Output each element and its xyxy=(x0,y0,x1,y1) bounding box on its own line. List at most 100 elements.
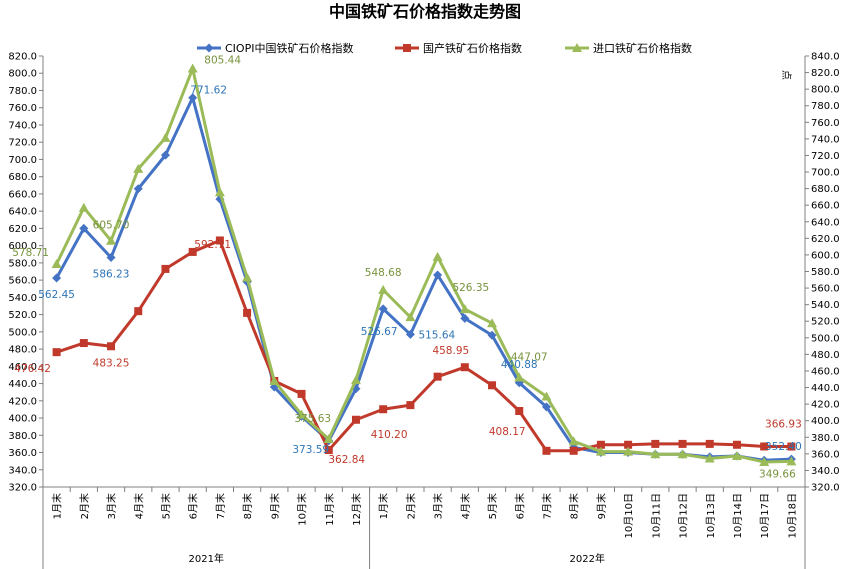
data-label: 592.71 xyxy=(194,239,231,251)
square-marker xyxy=(188,247,197,256)
series-line xyxy=(56,238,792,453)
category-label: 2月末 xyxy=(404,493,417,519)
square-marker xyxy=(624,440,633,449)
data-label: 410.20 xyxy=(371,429,408,441)
data-label: 526.35 xyxy=(452,282,489,294)
triangle-marker xyxy=(514,372,525,382)
category-label: 3月末 xyxy=(105,493,118,519)
right-tick-label: 720.0 xyxy=(811,151,840,162)
right-tick-label: 520.0 xyxy=(811,317,840,328)
diamond-marker xyxy=(79,223,89,233)
left-tick-label: 580.0 xyxy=(8,258,37,269)
legend-label: CIOPI中国铁矿石价格指数 xyxy=(225,41,353,55)
right-tick-label: 480.0 xyxy=(811,350,840,361)
right-tick-label: 840.0 xyxy=(811,52,840,63)
group-label: 2021年 xyxy=(189,552,224,565)
category-label: 1月末 xyxy=(377,493,390,519)
data-label: 562.45 xyxy=(38,289,75,301)
square-marker xyxy=(569,446,578,455)
triangle-marker xyxy=(160,132,171,142)
square-marker xyxy=(324,446,333,455)
right-tick-label: 620.0 xyxy=(811,234,840,245)
right-tick-label: 580.0 xyxy=(811,267,840,278)
square-marker xyxy=(79,339,88,348)
plot-area xyxy=(51,63,797,467)
right-tick-label: 820.0 xyxy=(811,68,840,79)
right-tick-label: 780.0 xyxy=(811,101,840,112)
left-tick-label: 540.0 xyxy=(8,293,37,304)
triangle-marker xyxy=(405,312,416,322)
right-tick-label: 600.0 xyxy=(811,250,840,261)
triangle-marker xyxy=(704,453,715,463)
right-tick-label: 740.0 xyxy=(811,134,840,145)
square-marker xyxy=(215,236,224,245)
legend-label: 国产铁矿石价格指数 xyxy=(423,41,522,55)
diamond-marker xyxy=(541,402,551,412)
square-marker xyxy=(460,363,469,372)
square-marker xyxy=(351,415,360,424)
square-marker xyxy=(403,44,411,52)
left-tick-label: 760.0 xyxy=(8,103,37,114)
right-tick-label: 360.0 xyxy=(811,449,840,460)
square-marker xyxy=(107,342,116,351)
diamond-marker xyxy=(204,43,214,53)
right-tick-label: 500.0 xyxy=(811,333,840,344)
left-tick-label: 480.0 xyxy=(8,345,37,356)
data-label: 476.42 xyxy=(14,363,51,375)
triangle-marker xyxy=(78,202,89,212)
triangle-marker xyxy=(378,284,389,294)
square-marker xyxy=(406,401,415,410)
left-tick-label: 440.0 xyxy=(8,379,37,390)
data-label: 366.93 xyxy=(765,419,802,431)
right-tick-label: 680.0 xyxy=(811,184,840,195)
triangle-marker xyxy=(296,409,307,419)
triangle-marker xyxy=(595,446,606,456)
category-label: 5月末 xyxy=(159,493,172,519)
diamond-marker xyxy=(487,330,497,340)
left-tick-label: 340.0 xyxy=(8,465,37,476)
diamond-marker xyxy=(405,329,415,339)
diamond-marker xyxy=(52,273,62,283)
diamond-marker xyxy=(378,304,388,314)
left-tick-label: 720.0 xyxy=(8,138,37,149)
category-label: 10月10日 xyxy=(623,493,635,538)
right-tick-label: 380.0 xyxy=(811,433,840,444)
square-marker xyxy=(297,389,306,398)
right-tick-label: 760.0 xyxy=(811,118,840,129)
chart-title: 中国铁矿石价格指数走势图 xyxy=(329,2,521,21)
category-label: 12月末 xyxy=(350,493,363,526)
left-tick-label: 320.0 xyxy=(8,483,37,494)
triangle-marker xyxy=(650,449,661,459)
right-tick-label: 660.0 xyxy=(811,201,840,212)
right-tick-label: 420.0 xyxy=(811,400,840,411)
category-label: 4月末 xyxy=(459,493,472,519)
square-marker xyxy=(52,348,61,357)
data-label: 440.88 xyxy=(501,359,538,371)
triangle-marker xyxy=(487,318,498,328)
triangle-marker xyxy=(350,375,361,385)
left-tick-label: 420.0 xyxy=(8,396,37,407)
category-label: 6月末 xyxy=(513,493,526,519)
legend-label: 进口铁矿石价格指数 xyxy=(593,41,692,55)
category-label: 9月末 xyxy=(268,493,281,519)
square-marker xyxy=(243,308,252,317)
right-tick-label: 540.0 xyxy=(811,300,840,311)
triangle-marker xyxy=(541,391,552,401)
left-tick-label: 460.0 xyxy=(8,362,37,373)
square-marker xyxy=(161,264,170,273)
diamond-marker xyxy=(460,313,470,323)
category-label: 10月11日 xyxy=(650,493,662,538)
right-tick-label: 320.0 xyxy=(811,483,840,494)
square-marker xyxy=(596,440,605,449)
right-tick-label: 640.0 xyxy=(811,217,840,228)
data-label: 515.64 xyxy=(418,329,455,341)
data-label: 586.23 xyxy=(93,269,130,281)
category-label: 7月末 xyxy=(540,493,553,519)
triangle-marker xyxy=(432,251,443,261)
category-label: 10月14日 xyxy=(732,493,744,538)
left-tick-label: 640.0 xyxy=(8,207,37,218)
triangle-marker xyxy=(51,258,62,268)
left-tick-label: 660.0 xyxy=(8,189,37,200)
left-tick-label: 780.0 xyxy=(8,86,37,97)
